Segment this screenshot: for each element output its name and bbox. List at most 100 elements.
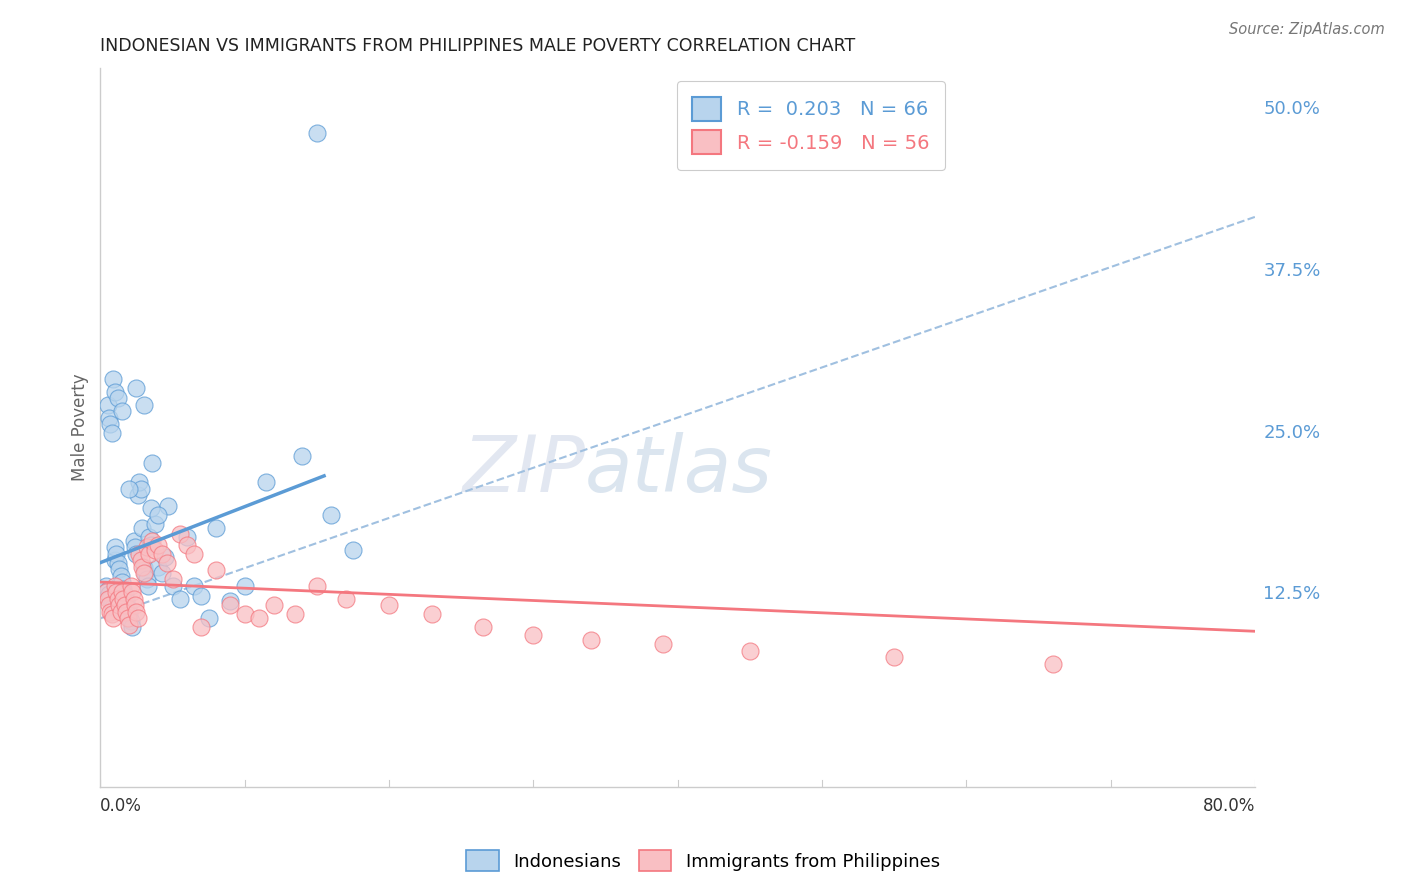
Point (176, 537, 198, 551)
Point (111, 404, 134, 418)
Point (125, 605, 148, 619)
Point (104, 540, 127, 554)
Point (157, 499, 180, 513)
Point (108, 599, 131, 613)
Text: 0.0%: 0.0% (100, 797, 142, 815)
Point (118, 607, 141, 622)
Point (139, 501, 162, 516)
Point (146, 559, 169, 574)
Point (1042, 657, 1064, 671)
Point (100, 605, 122, 619)
Point (112, 582, 135, 596)
Point (122, 591, 145, 606)
Point (138, 547, 160, 561)
Point (118, 617, 141, 632)
Point (134, 566, 156, 580)
Point (107, 591, 129, 606)
Point (115, 605, 138, 619)
Point (94, 579, 117, 593)
Point (128, 475, 150, 490)
Point (321, 508, 343, 522)
Point (162, 579, 184, 593)
Point (103, 611, 125, 625)
Point (738, 643, 761, 657)
Point (111, 585, 134, 599)
Point (131, 559, 153, 574)
Point (120, 579, 142, 593)
Point (118, 482, 141, 496)
Point (121, 620, 143, 634)
Point (117, 601, 139, 615)
Point (143, 542, 166, 557)
Text: INDONESIAN VS IMMIGRANTS FROM PHILIPPINES MALE POVERTY CORRELATION CHART: INDONESIAN VS IMMIGRANTS FROM PHILIPPINE… (100, 37, 856, 55)
Point (98, 587, 121, 601)
Point (122, 533, 145, 548)
Point (183, 547, 205, 561)
Text: atlas: atlas (585, 433, 773, 508)
Point (117, 611, 139, 625)
Point (335, 591, 357, 606)
Point (100, 591, 122, 606)
Point (107, 391, 129, 405)
Point (579, 633, 602, 648)
Point (135, 540, 157, 554)
Point (124, 599, 146, 613)
Point (652, 637, 675, 651)
Point (204, 563, 226, 577)
Point (190, 590, 212, 604)
Point (129, 553, 152, 567)
Point (284, 607, 307, 622)
Point (247, 611, 270, 625)
Point (141, 533, 163, 548)
Point (471, 620, 494, 634)
Text: 80.0%: 80.0% (1202, 797, 1256, 815)
Point (129, 482, 152, 496)
Legend: Indonesians, Immigrants from Philippines: Indonesians, Immigrants from Philippines (458, 843, 948, 879)
Point (152, 547, 174, 561)
Point (136, 579, 159, 593)
Point (146, 537, 169, 551)
Point (127, 611, 149, 625)
Point (146, 508, 169, 522)
Point (105, 547, 128, 561)
Point (254, 475, 277, 490)
Point (522, 628, 544, 642)
Point (111, 575, 134, 590)
Point (305, 126, 328, 140)
Point (143, 516, 166, 531)
Point (141, 456, 163, 470)
Point (104, 579, 127, 593)
Point (342, 542, 364, 557)
Point (169, 591, 191, 606)
Point (101, 607, 124, 622)
Point (120, 614, 142, 628)
Point (115, 594, 138, 608)
Point (125, 547, 148, 561)
Point (121, 585, 143, 599)
Point (108, 562, 131, 576)
Point (98, 599, 121, 613)
Point (420, 607, 443, 622)
Point (263, 599, 285, 613)
Point (138, 530, 160, 544)
Point (131, 521, 153, 535)
Point (103, 372, 125, 386)
Point (101, 596, 124, 610)
Point (112, 591, 135, 606)
Point (127, 488, 149, 502)
Point (110, 605, 132, 619)
Legend: R =  0.203   N = 66, R = -0.159   N = 56: R = 0.203 N = 66, R = -0.159 N = 56 (676, 81, 945, 169)
Point (233, 579, 256, 593)
Y-axis label: Male Poverty: Male Poverty (72, 374, 89, 481)
Text: Source: ZipAtlas.com: Source: ZipAtlas.com (1229, 22, 1385, 37)
Point (305, 579, 328, 593)
Point (169, 527, 191, 541)
Point (124, 540, 146, 554)
Point (128, 547, 150, 561)
Point (94, 585, 117, 599)
Point (104, 553, 127, 567)
Point (97, 398, 120, 412)
Point (100, 417, 122, 431)
Point (204, 521, 226, 535)
Point (233, 607, 256, 622)
